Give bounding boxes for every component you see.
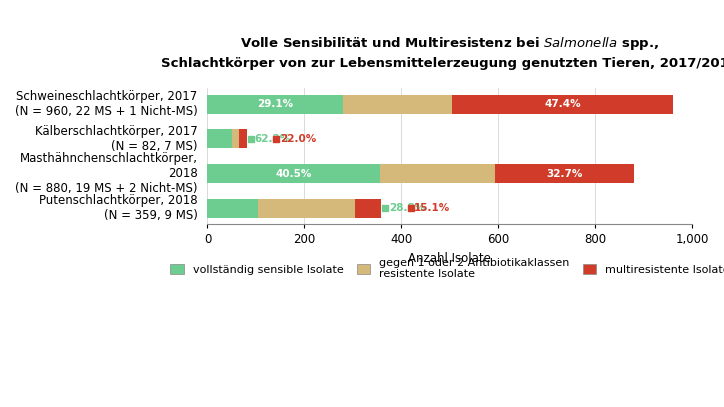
Bar (208, 164, 380, 183)
Bar (494, 164, 634, 183)
Bar (258, 199, 355, 218)
Text: 40.5%: 40.5% (276, 168, 312, 179)
Bar (208, 129, 232, 149)
Text: 47.4%: 47.4% (544, 99, 581, 109)
X-axis label: Anzahl Isolate: Anzahl Isolate (408, 252, 492, 265)
Bar (208, 94, 343, 114)
Text: Schlachtkörper von zur Lebensmittelerzeugung genutzten Tieren, 2017/2018: Schlachtkörper von zur Lebensmittelerzeu… (161, 57, 724, 70)
Text: Volle Sensibilität und Multiresistenz bei $\it{Salmonella}$ spp.,: Volle Sensibilität und Multiresistenz be… (240, 35, 660, 53)
Text: 62.2%: 62.2% (255, 134, 291, 144)
Bar (355, 199, 382, 218)
Text: 28.8%: 28.8% (389, 203, 425, 213)
Bar (452, 94, 673, 114)
Legend: vollständig sensible Isolate, gegen 1 oder 2 Antibiotikaklassen
resistente Isola: vollständig sensible Isolate, gegen 1 od… (170, 258, 724, 279)
Text: 22.0%: 22.0% (279, 134, 316, 144)
Bar (380, 164, 494, 183)
Bar (208, 199, 258, 218)
Text: 29.1%: 29.1% (257, 99, 293, 109)
Bar (238, 129, 248, 149)
Bar (343, 94, 452, 114)
Text: 15.1%: 15.1% (414, 203, 450, 213)
Bar (232, 129, 238, 149)
Text: 32.7%: 32.7% (546, 168, 583, 179)
